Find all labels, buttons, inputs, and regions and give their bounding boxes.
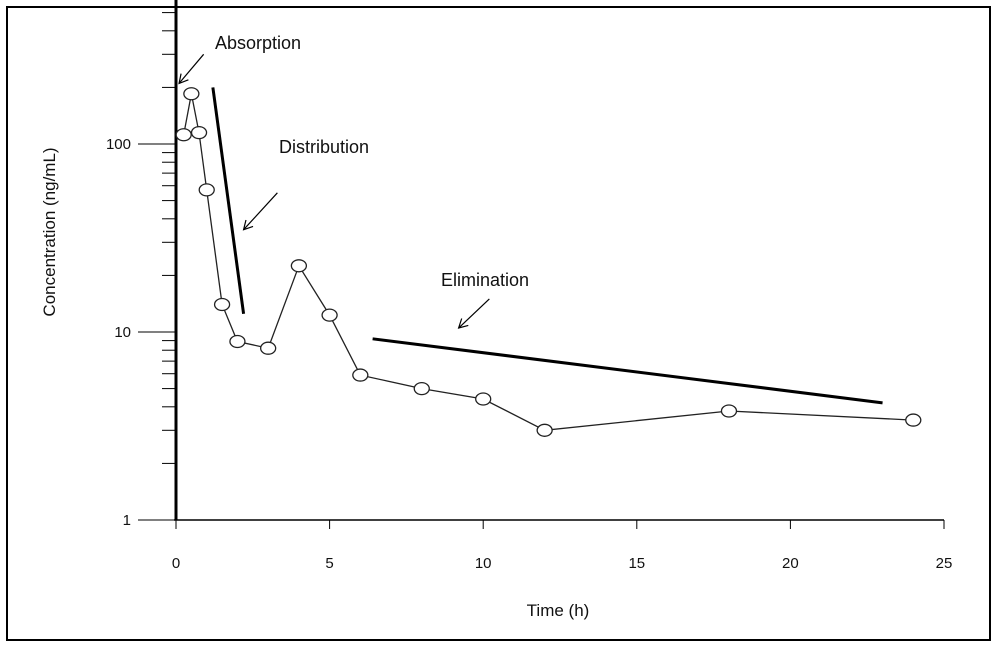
tick-labels: 0 5 10 15 20 25 1 10 100 <box>106 136 952 572</box>
trend-lines <box>211 87 883 405</box>
elimination-trend <box>372 337 883 405</box>
distribution-trend <box>211 87 246 314</box>
data-point <box>352 368 369 382</box>
data-point <box>260 341 277 355</box>
data-point <box>905 413 922 427</box>
data-point <box>321 308 338 322</box>
annotation-arrowhead <box>178 73 189 85</box>
data-point <box>213 297 231 312</box>
annotation-arrowhead <box>242 219 254 231</box>
data-point <box>198 183 215 197</box>
x-axis-title: Time (h) <box>527 601 590 620</box>
annotation-label: Absorption <box>215 33 301 53</box>
y-tick-label: 100 <box>106 136 131 153</box>
x-tick-label: 20 <box>782 555 799 572</box>
data-point <box>190 125 208 140</box>
data-point <box>175 128 192 142</box>
x-tick-label: 5 <box>325 555 333 572</box>
annotation-arrow <box>243 192 278 231</box>
y-axis-title: Concentration (ng/mL) <box>40 147 59 316</box>
series <box>175 87 922 437</box>
annotation-arrowhead <box>457 318 469 329</box>
axes <box>174 0 944 521</box>
annotation-label: Elimination <box>441 270 529 290</box>
data-point <box>475 392 492 406</box>
data-point <box>536 423 553 437</box>
annotation-arrow <box>178 53 205 84</box>
annotations: Absorption Distribution Elimination <box>178 33 529 329</box>
data-point <box>183 87 200 101</box>
tick-marks <box>138 12 945 529</box>
annotation-label: Distribution <box>279 137 369 157</box>
x-tick-label: 15 <box>628 555 645 572</box>
x-tick-label: 10 <box>475 555 492 572</box>
x-tick-label: 0 <box>172 555 180 572</box>
data-point <box>413 381 430 396</box>
data-point <box>229 334 246 349</box>
data-point <box>720 404 738 418</box>
annotation-arrow <box>458 298 490 329</box>
chart-frame <box>6 6 991 641</box>
y-tick-label: 1 <box>123 512 131 529</box>
x-tick-label: 25 <box>936 555 953 572</box>
y-tick-label: 10 <box>114 324 131 341</box>
data-point <box>290 259 308 273</box>
